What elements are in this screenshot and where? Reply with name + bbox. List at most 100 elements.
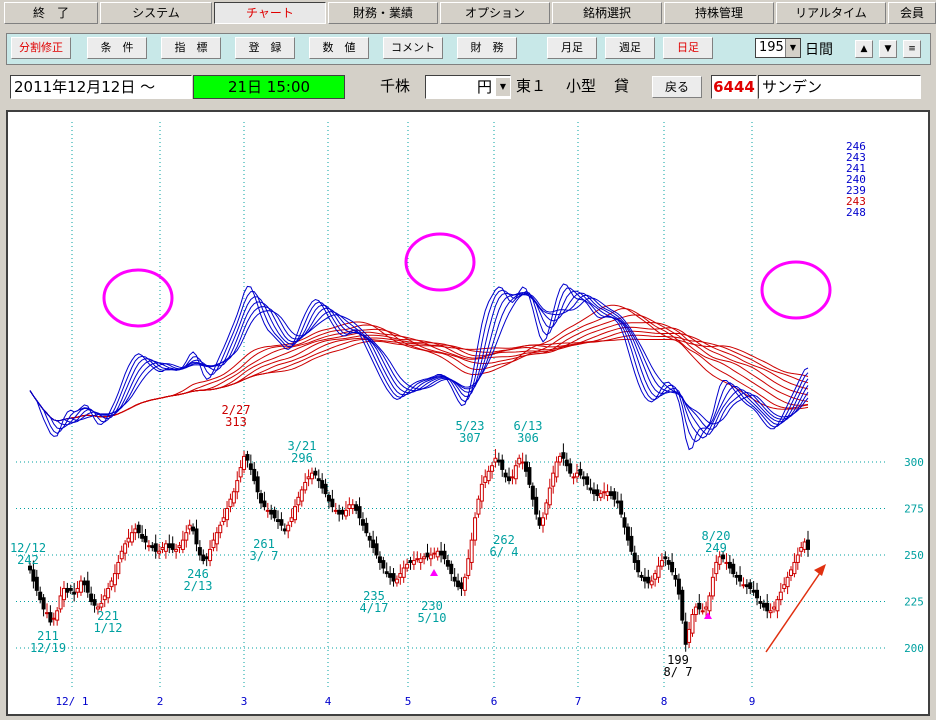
- candle-body: [782, 584, 787, 589]
- candle-body: [741, 584, 746, 587]
- candle-body: [367, 535, 372, 541]
- lend-label: 貸: [614, 77, 630, 95]
- candle-body: [313, 470, 318, 476]
- candle-body: [462, 576, 467, 591]
- candle-body: [642, 576, 647, 582]
- menu-tab-7[interactable]: リアルタイム: [776, 2, 886, 24]
- ma-line-red: [29, 304, 809, 422]
- toolbar-button-0[interactable]: 分割修正: [11, 37, 71, 59]
- candle-body: [456, 580, 461, 588]
- candle-body: [625, 526, 630, 541]
- candle-body: [561, 452, 566, 459]
- candle-body: [65, 587, 70, 593]
- toolbar-button-3[interactable]: 登 録: [235, 37, 295, 59]
- candle-body: [75, 587, 80, 593]
- chevron-down-icon[interactable]: ▼: [785, 39, 800, 57]
- candle-body: [469, 539, 474, 563]
- candle-body: [744, 584, 749, 588]
- candle-body: [500, 459, 505, 470]
- candle-body: [408, 560, 413, 563]
- candle-body: [391, 573, 396, 582]
- annotation-label: 235: [363, 589, 385, 603]
- y-tick-label: 275: [904, 503, 924, 516]
- y-tick-label: 300: [904, 456, 924, 469]
- candle-body: [371, 539, 376, 549]
- date-end-field[interactable]: 21日 15:00: [193, 75, 345, 99]
- signal-triangle: [430, 569, 438, 576]
- menu-tab-1[interactable]: システム: [100, 2, 212, 24]
- ma-line-blue: [29, 290, 809, 439]
- candle-body: [751, 589, 756, 593]
- candle-body: [768, 610, 773, 614]
- candle-body: [282, 528, 287, 532]
- menu-tab-2[interactable]: チャート: [214, 2, 326, 24]
- candle-body: [632, 552, 637, 563]
- candle-body: [605, 491, 610, 496]
- menu-tab-0[interactable]: 終 了: [4, 2, 98, 24]
- candle-body: [306, 476, 311, 480]
- candle-body: [670, 561, 675, 573]
- candle-body: [340, 509, 345, 515]
- candle-body: [177, 545, 182, 549]
- candle-body: [734, 574, 739, 578]
- candle-body: [140, 534, 145, 539]
- annotation-label: 2/27: [222, 403, 251, 417]
- candle-body: [571, 476, 576, 479]
- toolbar-button-8[interactable]: 週足: [605, 37, 655, 59]
- candle-body: [106, 587, 111, 599]
- legend-value: 248: [846, 206, 866, 219]
- toolbar-button-5[interactable]: コメント: [383, 37, 443, 59]
- candle-body: [299, 489, 304, 502]
- annotation-label: 3/ 7: [250, 549, 279, 563]
- toolbar-button-4[interactable]: 数 値: [309, 37, 369, 59]
- days-select[interactable]: 195 ▼: [755, 38, 801, 58]
- scroll-down-button[interactable]: ▼: [879, 40, 897, 58]
- candle-body: [445, 560, 450, 567]
- candle-body: [792, 561, 797, 575]
- candle-body: [680, 589, 685, 621]
- candle-body: [34, 576, 39, 591]
- toolbar: 195 ▼ 日間 ▲ ▼ ≡ 分割修正条 件指 標登 録数 値コメント財 務月足週…: [0, 30, 936, 66]
- month-label: 8: [661, 695, 668, 708]
- menu-tab-3[interactable]: 財務・業績: [328, 2, 438, 24]
- candle-body: [585, 476, 590, 485]
- candle-body: [163, 543, 168, 552]
- candle-body: [28, 565, 32, 571]
- annotation-label: 307: [459, 431, 481, 445]
- menu-tab-8[interactable]: 会員: [888, 2, 936, 24]
- candle-body: [252, 468, 257, 482]
- annotation-label: 262: [493, 533, 515, 547]
- toolbar-button-7[interactable]: 月足: [547, 37, 597, 59]
- size-label: 小型: [566, 77, 597, 95]
- candle-body: [765, 602, 770, 612]
- toolbar-button-2[interactable]: 指 標: [161, 37, 221, 59]
- chevron-down-icon[interactable]: ▼: [496, 78, 510, 96]
- ma-line-blue: [29, 287, 809, 443]
- toolbar-button-1[interactable]: 条 件: [87, 37, 147, 59]
- scroll-up-button[interactable]: ▲: [855, 40, 873, 58]
- candle-body: [547, 487, 552, 506]
- annotation-label: 8/20: [702, 529, 731, 543]
- highlight-circle: [760, 260, 832, 320]
- candle-body: [537, 517, 542, 526]
- back-button[interactable]: 戻る: [652, 76, 702, 98]
- toolbar-button-9[interactable]: 日足: [663, 37, 713, 59]
- menu-icon[interactable]: ≡: [903, 40, 921, 58]
- menu-tab-6[interactable]: 持株管理: [664, 2, 774, 24]
- trend-arrowhead: [814, 564, 826, 576]
- menu-tab-4[interactable]: オプション: [440, 2, 550, 24]
- candle-body: [68, 587, 73, 591]
- currency-select[interactable]: 円 ▼: [425, 75, 511, 99]
- candle-body: [646, 576, 651, 584]
- candle-body: [143, 535, 148, 543]
- menu-tab-5[interactable]: 銘柄選択: [552, 2, 662, 24]
- toolbar-button-6[interactable]: 財 務: [457, 37, 517, 59]
- days-select-value: 195: [759, 40, 784, 55]
- candle-body: [466, 558, 471, 576]
- candle-body: [602, 491, 607, 494]
- candle-body: [41, 597, 46, 610]
- candle-body: [418, 558, 423, 563]
- days-label: 日間: [805, 42, 833, 58]
- month-label: 12/ 1: [55, 695, 88, 708]
- candle-body: [388, 573, 393, 578]
